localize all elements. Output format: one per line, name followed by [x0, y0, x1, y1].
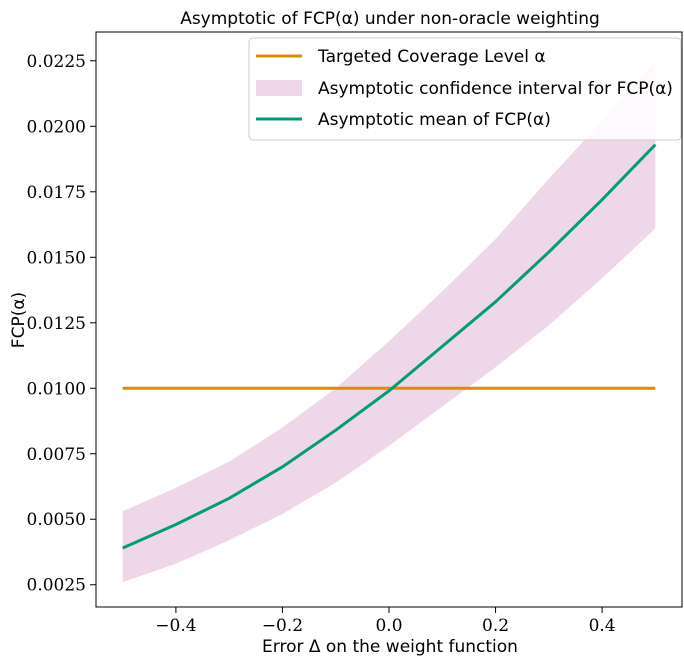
y-axis-label: FCP(α): [9, 292, 29, 348]
y-tick-label: 0.0025: [27, 576, 86, 596]
mean-curve: [122, 143, 657, 550]
y-tick-label: 0.0125: [27, 314, 86, 334]
y-tick-label: 0.0225: [27, 52, 86, 72]
plot-area: [122, 60, 657, 583]
legend-label-interval: Asymptotic confidence interval for FCP(α…: [318, 79, 673, 99]
y-tick-label: 0.0050: [27, 510, 86, 530]
legend: Targeted Coverage Level α Asymptotic con…: [248, 37, 682, 141]
x-tick-label: −0.4: [155, 616, 196, 636]
legend-box: [248, 37, 682, 141]
y-tick-label: 0.0150: [27, 248, 86, 268]
x-tick-label: −0.2: [262, 616, 303, 636]
y-tick-label: 0.0200: [27, 117, 86, 137]
legend-swatch-interval: [256, 80, 302, 96]
x-axis-ticks: −0.4 −0.2 0.0 0.2 0.4: [155, 607, 616, 636]
y-axis-ticks: 0.0025 0.0050 0.0075 0.0100 0.0125 0.0150 0.01…: [27, 52, 96, 596]
x-tick-label: 0.2: [482, 616, 509, 636]
legend-label-target: Targeted Coverage Level α: [317, 47, 546, 67]
legend-label-mean: Asymptotic mean of FCP(α): [318, 110, 551, 130]
chart-title: Asymptotic of FCP(α) under non-oracle we…: [180, 9, 600, 29]
x-tick-label: 0.4: [589, 616, 616, 636]
y-tick-label: 0.0100: [27, 379, 86, 399]
y-tick-label: 0.0075: [27, 445, 86, 465]
confidence-band: [122, 60, 656, 583]
y-tick-label: 0.0175: [27, 183, 86, 203]
x-tick-label: 0.0: [375, 616, 402, 636]
x-axis-label: Error Δ on the weight function: [262, 637, 518, 656]
